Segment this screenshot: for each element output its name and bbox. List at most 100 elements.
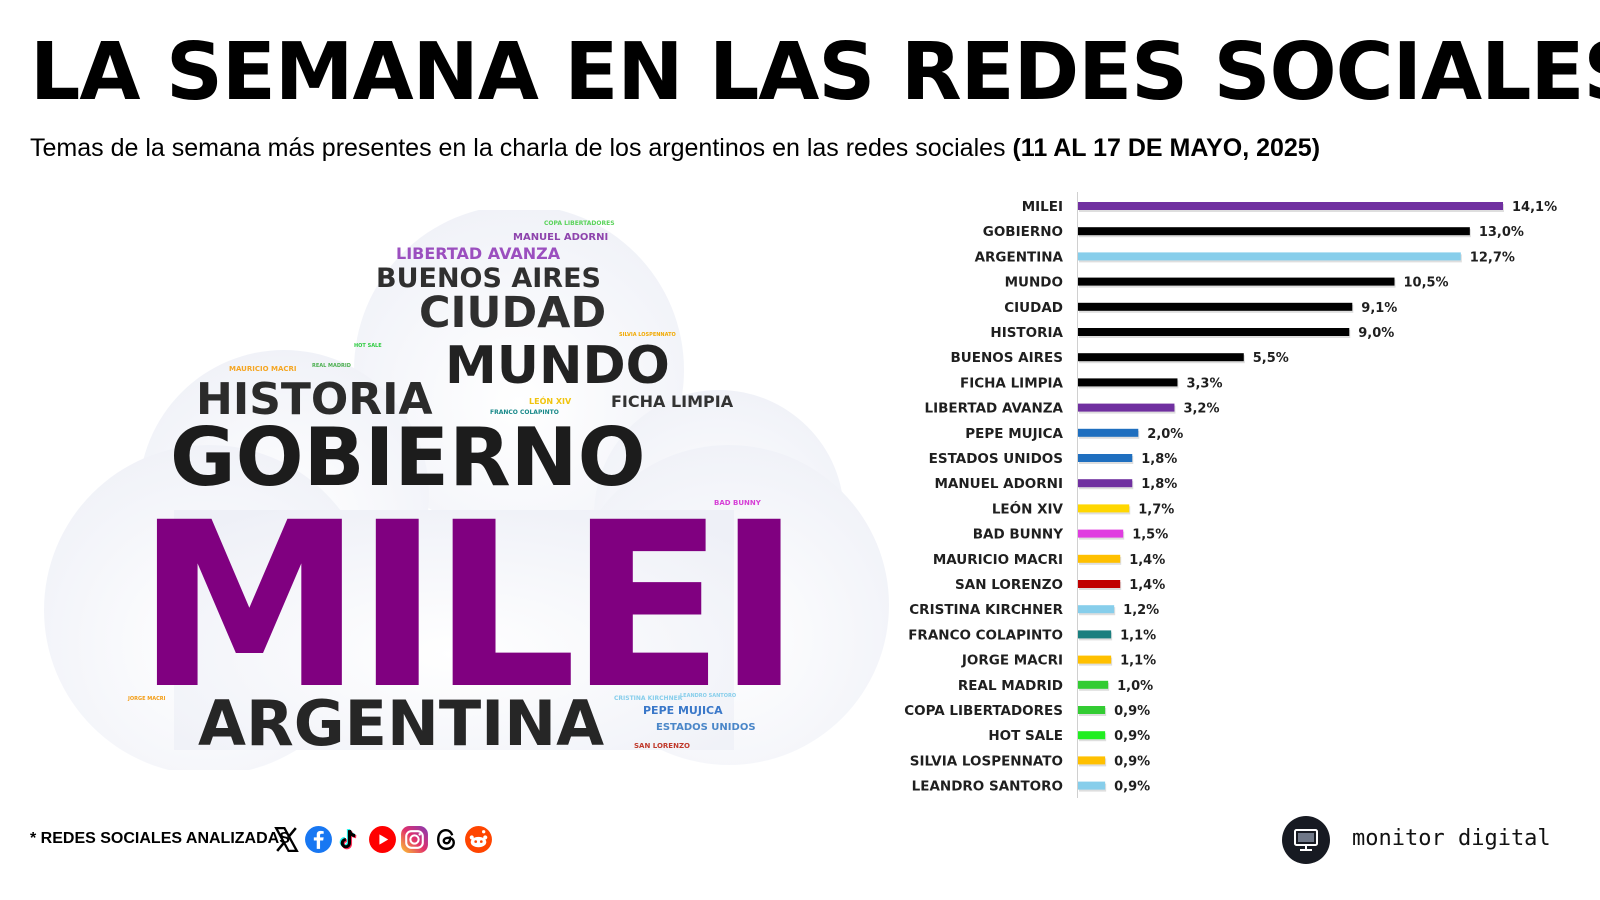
cloud-word: GOBIERNO [170, 411, 646, 504]
cloud-word: REAL MADRID [312, 363, 351, 369]
value-label: 1,1% [1120, 628, 1156, 643]
monitor-icon [1294, 829, 1318, 851]
bar [1078, 605, 1115, 614]
category-label: COPA LIBERTADORES [904, 703, 1063, 719]
value-label: 1,2% [1123, 603, 1159, 618]
value-label: 5,5% [1253, 351, 1289, 366]
cloud-word: HISTORIA [196, 374, 433, 425]
value-label: 1,8% [1141, 477, 1177, 492]
cloud-word: JORGE MACRI [128, 696, 166, 702]
bar [1078, 781, 1106, 790]
cloud-shape [44, 210, 889, 770]
value-label: 1,4% [1129, 553, 1165, 568]
category-label: GOBIERNO [983, 224, 1063, 240]
value-label: 3,3% [1186, 376, 1222, 391]
cloud-word: SILVIA LOSPENNATO [619, 332, 676, 338]
bar [1078, 554, 1121, 563]
value-label: 12,7% [1470, 250, 1515, 265]
cloud-word: FRANCO COLAPINTO [490, 409, 559, 416]
value-label: 3,2% [1183, 402, 1219, 417]
cloud-word: ARGENTINA [198, 687, 605, 760]
bar [1078, 428, 1139, 437]
cloud-word: MAURICIO MACRI [229, 365, 297, 373]
bar [1078, 529, 1124, 538]
bar [1078, 403, 1175, 412]
category-label: MANUEL ADORNI [934, 476, 1063, 492]
x-icon[interactable] [272, 825, 301, 854]
value-label: 1,8% [1141, 452, 1177, 467]
value-label: 1,1% [1120, 654, 1156, 669]
value-label: 13,0% [1479, 225, 1524, 240]
cloud-word: MUNDO [445, 336, 670, 396]
bar-chart: MILEI 14,1% GOBIERNO 13,0% ARGENTINA 12,7% MUN… [904, 192, 1557, 798]
word-cloud: COPA LIBERTADORES MANUEL ADORNI LIBERTAD… [24, 210, 894, 770]
value-label: 9,0% [1358, 326, 1394, 341]
bar [1078, 756, 1106, 765]
category-label: SILVIA LOSPENNATO [910, 753, 1063, 769]
bar [1078, 328, 1350, 336]
instagram-icon[interactable] [400, 825, 429, 854]
category-label: FRANCO COLAPINTO [908, 627, 1063, 643]
cloud-word: BAD BUNNY [714, 499, 761, 507]
cloud-word: LIBERTAD AVANZA [396, 244, 561, 263]
threads-icon[interactable] [432, 825, 461, 854]
cloud-word: MILEI [136, 473, 802, 739]
value-label: 0,9% [1114, 780, 1150, 795]
category-label: ARGENTINA [975, 249, 1064, 265]
bar [1078, 277, 1395, 286]
bar [1078, 630, 1112, 639]
category-label: JORGE MACRI [961, 653, 1063, 669]
cloud-word: COPA LIBERTADORES [544, 220, 615, 227]
category-label: BUENOS AIRES [951, 350, 1063, 366]
youtube-icon[interactable] [368, 825, 397, 854]
cloud-word: CRISTINA KIRCHNER [614, 695, 683, 702]
bar [1078, 680, 1109, 689]
category-label: MUNDO [1005, 275, 1063, 291]
category-label: ESTADOS UNIDOS [929, 451, 1063, 467]
bar [1078, 302, 1353, 311]
category-label: LEANDRO SANTORO [912, 779, 1063, 795]
category-label: CIUDAD [1004, 300, 1063, 316]
category-label: CRISTINA KIRCHNER [909, 602, 1063, 618]
cloud-word: BUENOS AIRES [376, 263, 601, 294]
value-label: 1,0% [1117, 679, 1153, 694]
value-label: 10,5% [1403, 276, 1448, 291]
reddit-icon[interactable] [464, 825, 493, 854]
value-label: 14,1% [1512, 200, 1557, 215]
value-label: 2,0% [1147, 427, 1183, 442]
bar [1078, 353, 1244, 362]
bar [1078, 731, 1106, 740]
category-label: SAN LORENZO [955, 577, 1063, 593]
brand-name: monitor digital [1352, 826, 1551, 851]
bar [1078, 706, 1106, 714]
cloud-word: CIUDAD [419, 288, 607, 338]
bar [1078, 504, 1130, 513]
facebook-icon[interactable] [304, 825, 333, 854]
tiktok-icon[interactable] [336, 825, 365, 854]
category-label: FICHA LIMPIA [960, 375, 1064, 391]
cloud-word: FICHA LIMPIA [611, 392, 734, 411]
value-label: 0,9% [1114, 729, 1150, 744]
category-label: BAD BUNNY [973, 527, 1063, 543]
cloud-word: ESTADOS UNIDOS [656, 722, 756, 733]
category-label: HOT SALE [988, 728, 1063, 744]
value-label: 0,9% [1114, 704, 1150, 719]
category-label: MILEI [1022, 199, 1063, 215]
footer-note: * REDES SOCIALES ANALIZADAS [30, 830, 290, 847]
subtitle-period: (11 AL 17 DE MAYO, 2025) [1012, 134, 1321, 162]
bar [1078, 252, 1461, 261]
cloud-word: LEÓN XIV [529, 397, 572, 406]
bar [1078, 580, 1121, 588]
cloud-word: MANUEL ADORNI [513, 232, 609, 243]
cloud-word: SAN LORENZO [634, 742, 690, 750]
subtitle: Temas de la semana más presentes en la c… [30, 134, 1320, 163]
cloud-word: HOT SALE [354, 343, 382, 349]
cloud-word: PEPE MUJICA [643, 704, 723, 717]
category-label: HISTORIA [990, 325, 1063, 341]
value-label: 0,9% [1114, 754, 1150, 769]
value-label: 9,1% [1361, 301, 1397, 316]
bar [1078, 202, 1503, 210]
cloud-word: LEANDRO SANTORO [680, 693, 737, 699]
subtitle-text: Temas de la semana más presentes en la c… [30, 134, 1013, 162]
category-label: LIBERTAD AVANZA [925, 401, 1064, 417]
